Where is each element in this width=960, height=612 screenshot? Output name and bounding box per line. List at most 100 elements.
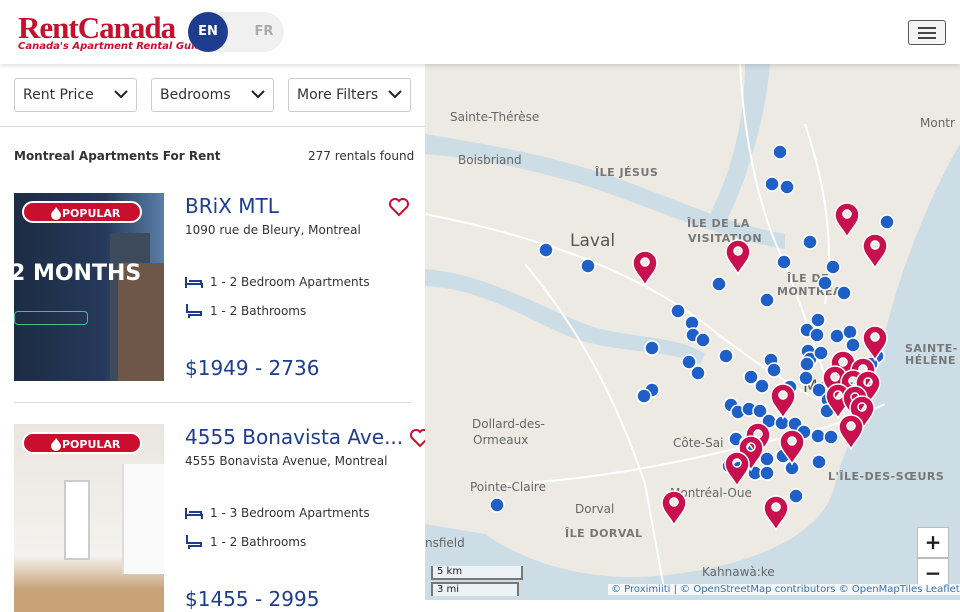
divider xyxy=(0,126,425,127)
listing-price: $1455 - 2995 xyxy=(185,587,319,611)
map-marker[interactable] xyxy=(846,338,860,352)
map-marker[interactable] xyxy=(775,416,789,430)
map-pin[interactable] xyxy=(764,496,788,530)
results-heading: Montreal Apartments For Rent xyxy=(14,149,221,163)
listing-bedrooms: 1 - 2 Bedroom Apartments xyxy=(210,275,370,289)
listing-bedrooms: 1 - 3 Bedroom Apartments xyxy=(210,506,370,520)
map-marker[interactable] xyxy=(760,466,774,480)
map-marker[interactable] xyxy=(696,333,710,347)
map-label: L'ÎLE-DES-SŒURS xyxy=(828,470,944,483)
map-marker[interactable] xyxy=(760,293,774,307)
map-marker[interactable] xyxy=(767,363,781,377)
map-marker[interactable] xyxy=(671,304,685,318)
map-label: Dorval xyxy=(575,502,614,516)
listing-title[interactable]: 4555 Bonavista Ave... xyxy=(185,425,403,449)
map-marker[interactable] xyxy=(799,371,813,385)
map-pin[interactable] xyxy=(771,384,795,418)
map-marker[interactable] xyxy=(691,366,705,380)
badge: POPULAR xyxy=(22,201,142,223)
map-label: nsfield xyxy=(425,536,465,550)
filter-label: More Filters xyxy=(297,87,378,103)
map-label: ÎLE JÉSUS xyxy=(595,166,658,179)
map-marker[interactable] xyxy=(826,260,840,274)
map-marker[interactable] xyxy=(837,286,851,300)
map-label: Boisbriand xyxy=(458,153,522,167)
scale-mi: 3 mi xyxy=(431,582,519,596)
map-marker[interactable] xyxy=(814,346,828,360)
listing-bathrooms: 1 - 2 Bathrooms xyxy=(210,304,306,318)
menu-button[interactable] xyxy=(908,20,946,45)
listing-address: 1090 rue de Bleury, Montreal xyxy=(185,223,361,237)
listing-price: $1949 - 2736 xyxy=(185,356,319,380)
map-marker[interactable] xyxy=(811,313,825,327)
map-label: ÎLE DE LA xyxy=(687,217,750,230)
map-marker[interactable] xyxy=(812,455,826,469)
map-label: Kahnawà:ke xyxy=(702,565,775,579)
map-label: HÉLÈNE xyxy=(905,354,956,367)
map-label: Pointe-Claire xyxy=(470,480,546,494)
map-marker[interactable] xyxy=(645,341,659,355)
map-label: Sainte-Thérèse xyxy=(450,110,539,124)
map-label: Côte-Sai xyxy=(673,436,723,450)
divider xyxy=(14,402,411,403)
map-label: Montr xyxy=(920,116,955,130)
map-marker[interactable] xyxy=(773,145,787,159)
header: RentCanada Canada's Apartment Rental Gui… xyxy=(0,0,960,64)
map-pin[interactable] xyxy=(835,203,859,237)
filter-select[interactable]: More Filters xyxy=(288,78,411,112)
results-count: 277 rentals found xyxy=(308,149,414,163)
map-marker[interactable] xyxy=(777,255,791,269)
map-pin[interactable] xyxy=(725,452,749,486)
map-marker[interactable] xyxy=(811,429,825,443)
badge: POPULAR xyxy=(22,432,142,454)
map-marker[interactable] xyxy=(800,357,814,371)
map-marker[interactable] xyxy=(712,277,726,291)
map[interactable]: Sainte-Thérèse Boisbriand ÎLE JÉSUS ÎLE … xyxy=(425,64,960,600)
language-toggle: EN FR xyxy=(188,12,284,52)
map-marker[interactable] xyxy=(830,329,844,343)
map-pin[interactable] xyxy=(633,251,657,285)
map-label: VISITATION xyxy=(688,232,762,245)
map-attribution: © Proximiiti | © OpenStreetMap contribut… xyxy=(608,584,960,595)
filter-select[interactable]: Bedrooms xyxy=(151,78,274,112)
map-marker[interactable] xyxy=(581,259,595,273)
map-marker[interactable] xyxy=(780,180,794,194)
map-marker[interactable] xyxy=(803,235,817,249)
listing-address: 4555 Bonavista Avenue, Montreal xyxy=(185,454,387,468)
map-pin[interactable] xyxy=(726,240,750,274)
map-label: Ormeaux xyxy=(473,433,528,447)
map-marker[interactable] xyxy=(755,379,769,393)
map-label: Laval xyxy=(570,231,615,251)
listing-bathrooms: 1 - 2 Bathrooms xyxy=(210,535,306,549)
map-marker[interactable] xyxy=(880,215,894,229)
map-marker[interactable] xyxy=(637,389,651,403)
filter-label: Rent Price xyxy=(23,87,94,103)
map-marker[interactable] xyxy=(765,177,779,191)
favorite-button[interactable] xyxy=(388,197,410,217)
map-canvas[interactable]: Sainte-Thérèse Boisbriand ÎLE JÉSUS ÎLE … xyxy=(425,64,960,600)
lang-fr[interactable]: FR xyxy=(244,12,284,52)
lang-en[interactable]: EN xyxy=(188,12,228,52)
map-marker[interactable] xyxy=(539,243,553,257)
listing-image[interactable]: POPULAR xyxy=(14,424,164,612)
listing-title[interactable]: BRiX MTL xyxy=(185,194,279,218)
map-pin[interactable] xyxy=(662,491,686,525)
map-marker[interactable] xyxy=(810,328,824,342)
map-marker[interactable] xyxy=(824,430,838,444)
tagline: Canada's Apartment Rental Guide xyxy=(18,41,209,52)
map-pin[interactable] xyxy=(863,234,887,268)
map-marker[interactable] xyxy=(789,489,803,503)
map-label: Dollard-des- xyxy=(472,417,545,431)
map-marker[interactable] xyxy=(818,276,832,290)
filter-select[interactable]: Rent Price xyxy=(14,78,137,112)
map-marker[interactable] xyxy=(719,349,733,363)
map-marker[interactable] xyxy=(490,498,504,512)
listing-image[interactable]: 2 MONTHS POPULAR xyxy=(14,193,164,381)
map-marker[interactable] xyxy=(843,325,857,339)
filter-label: Bedrooms xyxy=(160,87,231,103)
map-label: ÎLE DORVAL xyxy=(565,527,643,540)
zoom-in[interactable]: + xyxy=(917,527,949,558)
scale-km: 5 km xyxy=(431,566,523,580)
